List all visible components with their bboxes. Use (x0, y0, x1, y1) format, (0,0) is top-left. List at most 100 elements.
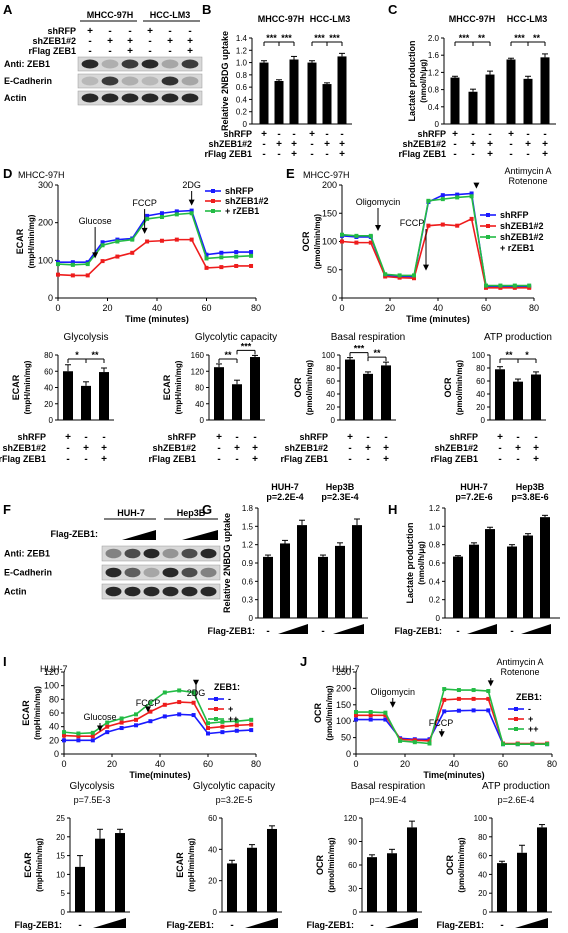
y-tick-label: 1.2 (236, 46, 248, 55)
treatment-mark: - (262, 149, 265, 160)
sig-stars: ** (373, 348, 381, 358)
p-value: p=2.2E-4 (266, 492, 303, 502)
y-tick-label: 0.4 (429, 577, 441, 586)
bar (81, 385, 91, 420)
blot-band (181, 76, 199, 86)
series-point (471, 696, 476, 701)
y-axis-label: OCR (445, 855, 455, 876)
treatment-mark: + (291, 149, 297, 160)
series-point (119, 726, 124, 731)
treatment-mark: - (168, 46, 171, 57)
y-tick-label: 120 (344, 814, 358, 823)
subchart-title: Basal respiration (331, 332, 405, 343)
treatment-mark: + (234, 443, 240, 454)
blot-band (121, 59, 139, 69)
legend-marker (211, 199, 215, 203)
treatment-mark: - (266, 626, 269, 637)
y-tick-label: 0 (435, 120, 440, 129)
y-tick-label: 0 (346, 749, 351, 759)
y-tick-label: 150 (336, 700, 351, 710)
series-point (234, 250, 239, 255)
series-point (340, 232, 344, 237)
y-axis-label: Lactate production (405, 522, 415, 603)
blot-band (162, 586, 179, 597)
series-point (148, 700, 153, 705)
y-tick-label: 100 (322, 237, 337, 247)
sig-stars: *** (314, 33, 325, 43)
x-tick-label: 40 (152, 303, 162, 313)
panel-label-j: J (300, 654, 307, 669)
blot-band (141, 76, 159, 86)
y-tick-label: 50 (341, 733, 351, 743)
y-tick-label: 40 (49, 722, 59, 732)
series-point (70, 273, 75, 278)
series-point (456, 708, 461, 713)
bar (540, 517, 550, 618)
legend-entry: shRFP (225, 186, 254, 196)
bar (352, 525, 362, 618)
treatment-mark: + (127, 36, 133, 47)
series-point (174, 237, 179, 242)
blot-label: Actin (4, 93, 27, 103)
y-tick-label: 10 (56, 870, 65, 879)
y-tick-label: 20 (476, 403, 485, 412)
treatment-mark: + (187, 36, 193, 47)
sig-stars: *** (266, 33, 277, 43)
panel-label-c: C (388, 2, 398, 17)
y-tick-label: 5 (61, 889, 66, 898)
treatment-mark: + (83, 443, 89, 454)
series-point (105, 720, 110, 725)
blot-band (181, 586, 198, 597)
flag-gradient-wedge (515, 918, 548, 928)
blot-band (101, 93, 119, 103)
bar (232, 384, 242, 420)
treatment-mark: + (533, 443, 539, 454)
treatment-row-label: rFlag ZEB1 (280, 454, 328, 464)
series-point (62, 730, 66, 735)
x-tick-label: 80 (251, 303, 261, 313)
panel-label-b: B (202, 2, 211, 17)
arrow-head (145, 706, 151, 713)
treatment-mark: + (533, 454, 539, 465)
bar (537, 827, 547, 912)
bar (307, 62, 317, 124)
treatment-mark: - (102, 432, 105, 443)
series-point (442, 709, 447, 714)
group-header: HCC-LM3 (507, 14, 548, 24)
sig-stars: *** (514, 33, 525, 43)
series-point (412, 740, 417, 745)
series-point (219, 265, 224, 270)
x-tick-label: 20 (385, 303, 395, 313)
treatment-row-label: rFlag ZEB1 (28, 46, 76, 56)
bar (506, 59, 516, 124)
y-tick-label: 0.6 (236, 83, 248, 92)
subchart-title: Glycolysis (63, 332, 108, 343)
arrow-head (487, 680, 494, 687)
y-axis-label-units: (mpH/min/mg) (23, 360, 32, 414)
series-line (64, 713, 252, 742)
series-point (177, 712, 182, 717)
treatment-row-label: shZEB1#2 (402, 139, 446, 149)
legend-marker (486, 224, 490, 228)
treatment-mark: + (101, 443, 107, 454)
treatment-mark: - (88, 46, 91, 57)
arrow-head (438, 731, 445, 738)
blot-band (124, 548, 141, 559)
series-point (159, 215, 164, 220)
y-tick-label: 250 (336, 667, 351, 677)
x-tick-label: 80 (547, 759, 557, 769)
bar (337, 56, 347, 124)
series-point (442, 687, 447, 692)
treatment-label: Flag-ZEB1: (166, 920, 214, 930)
y-tick-label: 0 (61, 908, 66, 917)
x-tick-label: 0 (55, 303, 60, 313)
series-point (455, 192, 460, 197)
series-point (249, 722, 254, 727)
panel-label-e: E (286, 166, 295, 181)
legend-marker (211, 209, 215, 213)
series-point (484, 283, 488, 288)
treatment-row-label: shRFP (299, 432, 328, 442)
flag-gradient-wedge (182, 530, 218, 540)
series-point (442, 697, 447, 702)
treatment-row-label: shRFP (47, 26, 76, 36)
